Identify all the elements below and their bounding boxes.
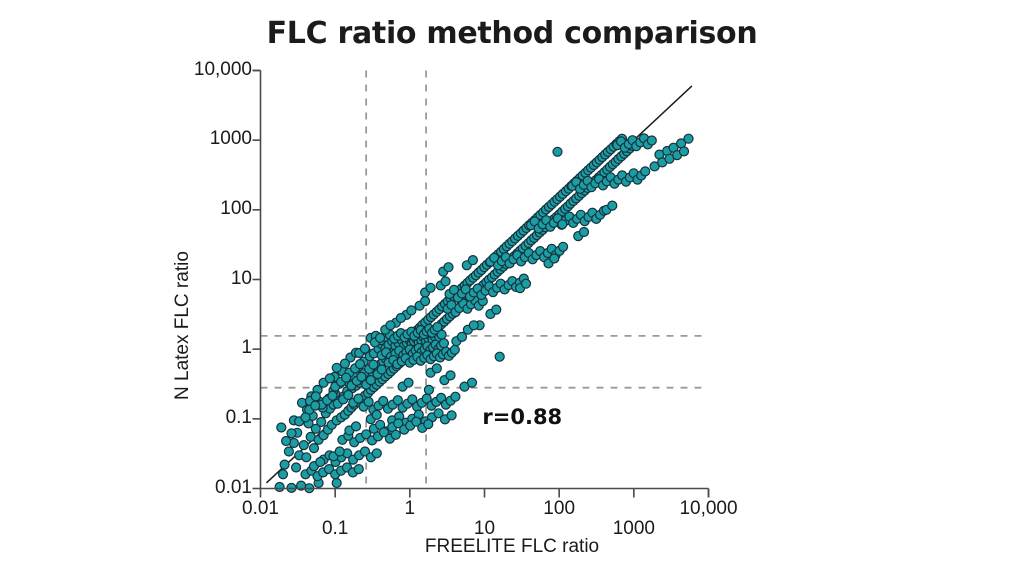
x-tick-label: 1000 — [612, 518, 655, 539]
x-tick-label: 10,000 — [679, 498, 738, 519]
x-tick-label: 0.1 — [321, 518, 349, 539]
x-tick-label: 100 — [543, 498, 576, 519]
data-points-group — [274, 133, 694, 494]
y-tick-label: 10,000 — [193, 58, 252, 80]
y-tick-label: 0.1 — [225, 406, 252, 428]
y-tick-label: 0.01 — [215, 476, 252, 498]
x-tick-label: 10 — [473, 518, 496, 539]
x-tick-label: 0.01 — [242, 498, 279, 519]
y-tick-label: 100 — [220, 197, 252, 219]
y-tick-label: 1000 — [209, 128, 252, 150]
y-tick-label: 10 — [230, 267, 252, 289]
x-tick-label: 1 — [404, 498, 416, 519]
correlation-annotation: r=0.88 — [482, 404, 563, 429]
chart-title: FLC ratio method comparison — [266, 16, 758, 51]
y-axis-title: N Latex FLC ratio — [172, 251, 193, 400]
x-axis-title: FREELITE FLC ratio — [424, 536, 600, 557]
axis-lines-group — [252, 69, 710, 498]
y-tick-label: 1 — [241, 337, 252, 359]
